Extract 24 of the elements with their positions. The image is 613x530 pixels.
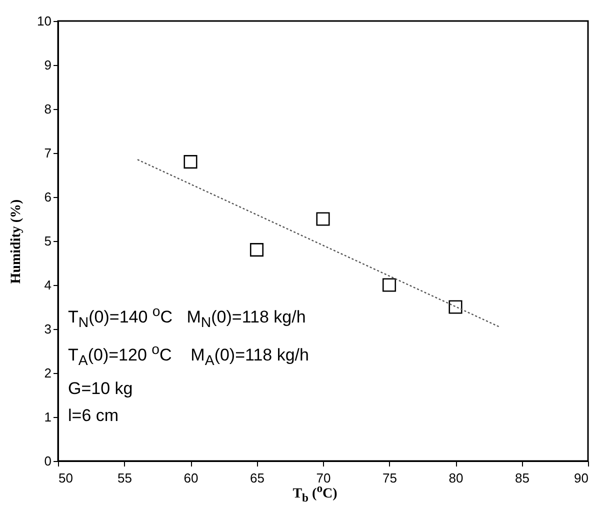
y-tick-label: 3 <box>44 322 52 336</box>
x-tick-label: 50 <box>58 470 73 486</box>
y-tick-label: 9 <box>44 58 52 72</box>
x-tick-label: 90 <box>574 470 588 486</box>
x-tick-label: 55 <box>118 470 132 486</box>
annotation: G=10 kg <box>68 378 133 398</box>
x-tick-label: 60 <box>184 470 198 486</box>
x-tick-label: 75 <box>382 470 397 486</box>
y-tick-label: 1 <box>44 410 52 424</box>
y-tick-label: 8 <box>44 102 52 116</box>
annotation: T$_{N}$(0)=140 $^{o}$C M$_{N}$(0)=118 kg/h <box>68 304 306 331</box>
x-tick-label: 65 <box>250 470 264 486</box>
annotation: T$_{A}$(0)=120 $^{o}$C M$_{A}$(0)=118 kg/h <box>68 342 309 369</box>
annotation: l=6 cm <box>68 406 119 425</box>
x-tick-label: 85 <box>515 470 530 486</box>
x-tick-label: 80 <box>448 470 464 486</box>
y-tick-label: 0 <box>44 454 52 468</box>
y-tick-label: 10 <box>37 14 52 28</box>
y-tick-label: 2 <box>44 366 52 380</box>
y-tick-label: 6 <box>44 190 52 204</box>
y-tick-label: 4 <box>44 278 52 292</box>
y-tick-label: 7 <box>44 146 52 160</box>
y-axis-title: Humidity (%) <box>9 198 24 284</box>
y-tick-label: 5 <box>44 234 52 248</box>
